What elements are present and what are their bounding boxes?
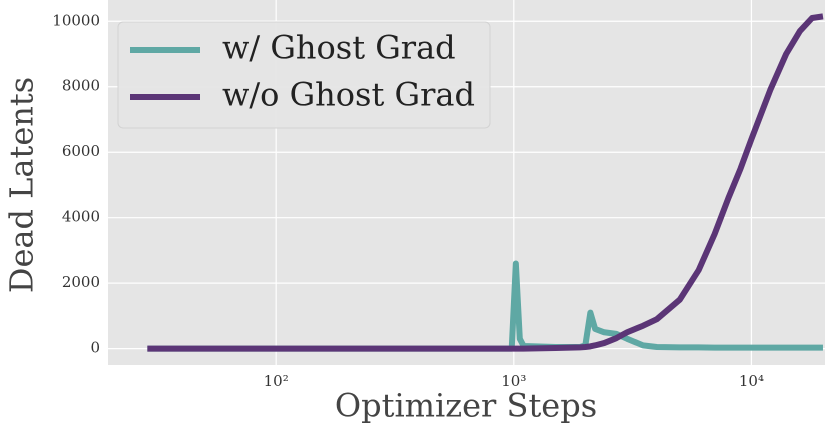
- y-axis-label: Dead Latents: [3, 77, 41, 293]
- x-tick-label: 10³: [501, 372, 526, 390]
- x-tick-label: 10²: [264, 372, 289, 390]
- legend-label: w/ Ghost Grad: [222, 29, 456, 67]
- series-line: [147, 260, 823, 352]
- y-tick-label: 8000: [62, 77, 100, 95]
- y-tick-label: 4000: [62, 208, 100, 226]
- y-tick-label: 10000: [52, 11, 100, 29]
- y-tick-label: 0: [90, 339, 100, 357]
- x-axis-label: Optimizer Steps: [335, 387, 597, 425]
- series-line: [147, 13, 824, 352]
- legend-label: w/o Ghost Grad: [222, 76, 475, 114]
- y-tick-label: 2000: [62, 273, 100, 291]
- y-tick-label: 6000: [62, 142, 100, 160]
- x-tick-label: 10⁴: [739, 372, 764, 390]
- legend-box: [117, 21, 491, 129]
